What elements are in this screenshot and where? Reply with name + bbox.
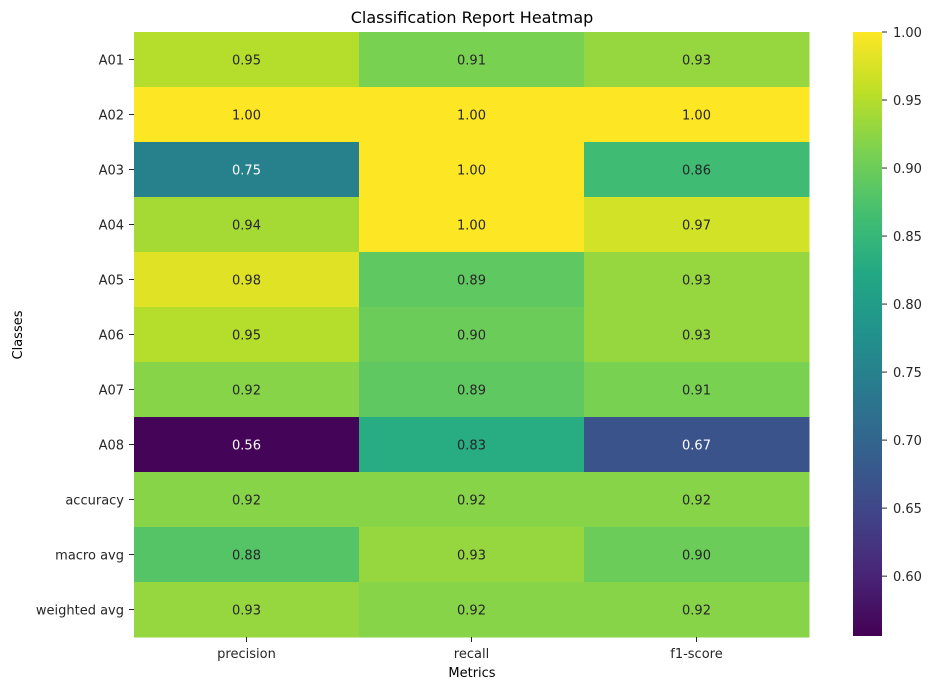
colorbar-tick-label: 0.90 (893, 162, 922, 177)
y-tick-label: A07 (99, 384, 124, 399)
y-tick-label: macro avg (55, 549, 124, 564)
y-tick-label: A08 (99, 439, 124, 454)
x-tick-label: f1-score (670, 647, 722, 662)
cell-value-label: 0.95 (232, 329, 261, 344)
cell-value-label: 0.93 (232, 604, 261, 619)
cell-value-label: 0.92 (682, 604, 711, 619)
heatmap-cell (584, 87, 810, 143)
heatmap-cell (134, 307, 360, 363)
heatmap-cell (359, 307, 585, 363)
y-tick-label: weighted avg (36, 604, 124, 619)
heatmap-cells (134, 32, 810, 638)
heatmap-cell (134, 472, 360, 528)
heatmap-cell (584, 142, 810, 198)
heatmap-cell (584, 527, 810, 583)
x-tick-label: recall (454, 647, 489, 662)
heatmap-cell (584, 417, 810, 473)
heatmap-cell (584, 252, 810, 308)
colorbar-tick-label: 0.70 (893, 434, 922, 449)
cell-value-label: 0.93 (682, 274, 711, 289)
cell-value-label: 0.91 (457, 54, 486, 69)
colorbar-tick-label: 0.95 (893, 94, 922, 109)
colorbar-tick-label: 0.60 (893, 570, 922, 585)
heatmap-cell (134, 417, 360, 473)
y-tick-label: A06 (99, 329, 124, 344)
cell-value-label: 0.90 (682, 549, 711, 564)
cell-value-label: 0.92 (682, 494, 711, 509)
cell-value-label: 0.97 (682, 219, 711, 234)
heatmap-cell (134, 87, 360, 143)
cell-value-label: 0.92 (232, 494, 261, 509)
heatmap-cell (584, 362, 810, 418)
heatmap-cell (359, 252, 585, 308)
heatmap-cell (359, 142, 585, 198)
heatmap-cell (134, 362, 360, 418)
heatmap-cell (134, 527, 360, 583)
y-tick-label: A05 (99, 274, 124, 289)
heatmap-cell (359, 417, 585, 473)
heatmap-cell (584, 307, 810, 363)
heatmap-cell-labels: 0.95 0.91 0.93 1.00 1.00 1.00 0.75 1.00 0.86 0.94… (232, 54, 711, 619)
cell-value-label: 0.92 (457, 604, 486, 619)
cell-value-label: 0.89 (457, 384, 486, 399)
heatmap-cell (359, 87, 585, 143)
heatmap-cell (359, 527, 585, 583)
heatmap-cell (359, 32, 585, 88)
cell-value-label: 0.90 (457, 329, 486, 344)
colorbar-ticks: 0.60 0.65 0.70 0.75 0.80 0.85 0.90 0.95 1.00 (882, 26, 922, 585)
heatmap-cell (359, 197, 585, 253)
cell-value-label: 0.93 (682, 54, 711, 69)
heatmap-cell (584, 197, 810, 253)
colorbar (853, 32, 882, 636)
cell-value-label: 0.83 (457, 439, 486, 454)
heatmap-cell (134, 32, 360, 88)
y-tick-label: A03 (99, 164, 124, 179)
cell-value-label: 1.00 (232, 109, 261, 124)
x-axis-ticks: precision recall f1-score (217, 637, 723, 662)
cell-value-label: 0.95 (232, 54, 261, 69)
heatmap-cell (359, 582, 585, 638)
colorbar-tick-label: 0.80 (893, 298, 922, 313)
heatmap-cell (134, 197, 360, 253)
cell-value-label: 0.75 (232, 164, 261, 179)
cell-value-label: 1.00 (457, 219, 486, 234)
cell-value-label: 0.93 (457, 549, 486, 564)
heatmap-cell (134, 252, 360, 308)
y-axis-label: Classes (11, 310, 26, 359)
cell-value-label: 1.00 (682, 109, 711, 124)
y-tick-label: A01 (99, 54, 124, 69)
heatmap-cell (359, 362, 585, 418)
heatmap-cell (134, 142, 360, 198)
x-tick-label: precision (217, 647, 276, 662)
cell-value-label: 0.88 (232, 549, 261, 564)
heatmap-cell (584, 582, 810, 638)
heatmap-cell (359, 472, 585, 528)
cell-value-label: 0.86 (682, 164, 711, 179)
chart-title: Classification Report Heatmap (351, 8, 594, 27)
heatmap-cell (584, 32, 810, 88)
cell-value-label: 1.00 (457, 109, 486, 124)
y-tick-label: A02 (99, 109, 124, 124)
y-tick-label: accuracy (65, 494, 124, 509)
cell-value-label: 0.92 (457, 494, 486, 509)
heatmap-cell (134, 582, 360, 638)
cell-value-label: 0.91 (682, 384, 711, 399)
cell-value-label: 1.00 (457, 164, 486, 179)
cell-value-label: 0.94 (232, 219, 261, 234)
colorbar-tick-label: 0.65 (893, 502, 922, 517)
cell-value-label: 0.93 (682, 329, 711, 344)
colorbar-tick-label: 0.75 (893, 366, 922, 381)
heatmap-cell (584, 472, 810, 528)
cell-value-label: 0.56 (232, 439, 261, 454)
cell-value-label: 0.92 (232, 384, 261, 399)
y-axis-ticks: A01 A02 A03 A04 A05 A06 A07 A08 accuracy macro av… (36, 54, 134, 619)
cell-value-label: 0.98 (232, 274, 261, 289)
colorbar-tick-label: 0.85 (893, 230, 922, 245)
cell-value-label: 0.89 (457, 274, 486, 289)
colorbar-tick-label: 1.00 (893, 26, 922, 41)
x-axis-label: Metrics (448, 666, 495, 681)
y-tick-label: A04 (99, 219, 124, 234)
cell-value-label: 0.67 (682, 439, 711, 454)
